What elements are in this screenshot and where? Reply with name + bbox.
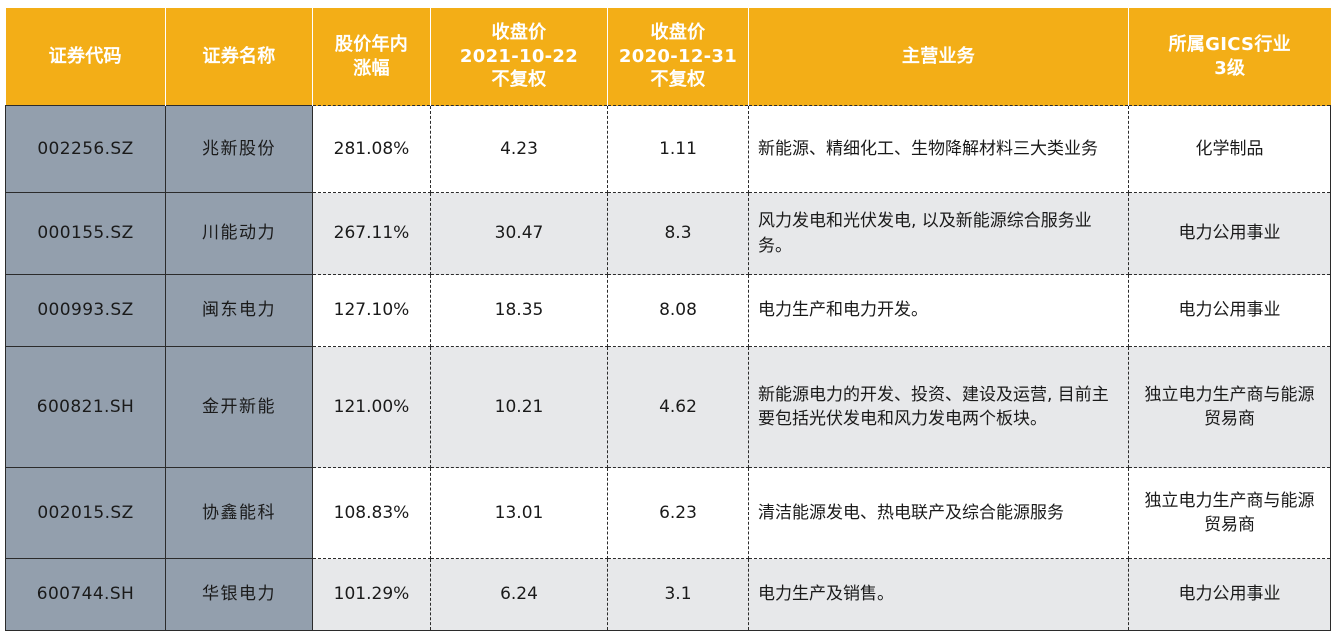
table-body: 002256.SZ 兆新股份 281.08% 4.23 1.11 新能源、精细化…	[5, 105, 1331, 631]
cell-change: 121.00%	[312, 346, 431, 468]
cell-business: 新能源电力的开发、投资、建设及运营, 目前主要包括光伏发电和风力发电两个板块。	[748, 346, 1129, 468]
cell-close-2020: 1.11	[607, 105, 749, 193]
table-row: 000993.SZ 闽东电力 127.10% 18.35 8.08 电力生产和电…	[5, 274, 1331, 347]
column-header-close-2021-line-1: 收盘价	[491, 22, 547, 44]
cell-gics: 独立电力生产商与能源贸易商	[1128, 467, 1331, 559]
cell-name: 协鑫能科	[165, 467, 313, 559]
table-row: 600821.SH 金开新能 121.00% 10.21 4.62 新能源电力的…	[5, 346, 1331, 468]
column-header-gics-line-2: 3级	[1214, 57, 1246, 79]
cell-change: 101.29%	[312, 558, 431, 631]
cell-close-2020: 6.23	[607, 467, 749, 559]
column-header-change: 股价年内 涨幅	[312, 8, 431, 106]
cell-close-2021: 10.21	[430, 346, 608, 468]
cell-name: 闽东电力	[165, 274, 313, 347]
cell-close-2021: 18.35	[430, 274, 608, 347]
column-header-name-line-1: 证券名称	[202, 45, 276, 67]
cell-code: 600821.SH	[5, 346, 166, 468]
cell-close-2021: 30.47	[430, 192, 608, 275]
column-header-change-line-1: 股价年内	[334, 34, 409, 56]
cell-code: 000155.SZ	[5, 192, 166, 275]
column-header-code-line-1: 证券代码	[48, 45, 122, 67]
cell-name: 华银电力	[165, 558, 313, 631]
column-header-business: 主营业务	[748, 8, 1129, 106]
cell-gics: 电力公用事业	[1128, 274, 1331, 347]
cell-name: 川能动力	[165, 192, 313, 275]
column-header-close-2021-line-2: 2021-10-22	[459, 45, 579, 67]
table-header: 证券代码 证券名称 股价年内 涨幅 收盘价 2021-10-22 不复权 收盘价…	[5, 8, 1331, 106]
cell-code: 600744.SH	[5, 558, 166, 631]
cell-business: 新能源、精细化工、生物降解材料三大类业务	[748, 105, 1129, 193]
table-row: 000155.SZ 川能动力 267.11% 30.47 8.3 风力发电和光伏…	[5, 192, 1331, 275]
stock-table-container: 证券代码 证券名称 股价年内 涨幅 收盘价 2021-10-22 不复权 收盘价…	[5, 8, 1333, 631]
column-header-close-2021-line-3: 不复权	[491, 69, 547, 91]
column-header-close-2021: 收盘价 2021-10-22 不复权	[430, 8, 608, 106]
cell-change: 267.11%	[312, 192, 431, 275]
column-header-change-line-2: 涨幅	[353, 57, 390, 79]
column-header-name: 证券名称	[165, 8, 313, 106]
cell-close-2020: 3.1	[607, 558, 749, 631]
cell-code: 002015.SZ	[5, 467, 166, 559]
cell-name: 兆新股份	[165, 105, 313, 193]
cell-gics: 化学制品	[1128, 105, 1331, 193]
table-row: 002015.SZ 协鑫能科 108.83% 13.01 6.23 清洁能源发电…	[5, 467, 1331, 559]
column-header-close-2020-line-2: 2020-12-31	[618, 45, 738, 67]
cell-gics: 独立电力生产商与能源贸易商	[1128, 346, 1331, 468]
cell-business: 清洁能源发电、热电联产及综合能源服务	[748, 467, 1129, 559]
cell-code: 000993.SZ	[5, 274, 166, 347]
cell-close-2021: 6.24	[430, 558, 608, 631]
cell-change: 281.08%	[312, 105, 431, 193]
table-row: 600744.SH 华银电力 101.29% 6.24 3.1 电力生产及销售。…	[5, 558, 1331, 631]
column-header-code: 证券代码	[5, 8, 166, 106]
cell-close-2020: 8.3	[607, 192, 749, 275]
cell-change: 127.10%	[312, 274, 431, 347]
column-header-gics: 所属GICS行业 3级	[1128, 8, 1331, 106]
stock-table: 证券代码 证券名称 股价年内 涨幅 收盘价 2021-10-22 不复权 收盘价…	[5, 8, 1331, 631]
column-header-gics-line-1: 所属GICS行业	[1168, 34, 1291, 56]
cell-gics: 电力公用事业	[1128, 192, 1331, 275]
cell-change: 108.83%	[312, 467, 431, 559]
cell-business: 电力生产和电力开发。	[748, 274, 1129, 347]
column-header-close-2020-line-1: 收盘价	[650, 22, 706, 44]
column-header-business-line-1: 主营业务	[901, 45, 976, 67]
cell-close-2021: 4.23	[430, 105, 608, 193]
cell-close-2021: 13.01	[430, 467, 608, 559]
column-header-close-2020-line-3: 不复权	[650, 69, 706, 91]
table-row: 002256.SZ 兆新股份 281.08% 4.23 1.11 新能源、精细化…	[5, 105, 1331, 193]
cell-business: 电力生产及销售。	[748, 558, 1129, 631]
column-header-close-2020: 收盘价 2020-12-31 不复权	[607, 8, 749, 106]
header-row: 证券代码 证券名称 股价年内 涨幅 收盘价 2021-10-22 不复权 收盘价…	[5, 8, 1331, 106]
cell-close-2020: 4.62	[607, 346, 749, 468]
cell-close-2020: 8.08	[607, 274, 749, 347]
cell-business: 风力发电和光伏发电, 以及新能源综合服务业务。	[748, 192, 1129, 275]
cell-code: 002256.SZ	[5, 105, 166, 193]
cell-gics: 电力公用事业	[1128, 558, 1331, 631]
cell-name: 金开新能	[165, 346, 313, 468]
